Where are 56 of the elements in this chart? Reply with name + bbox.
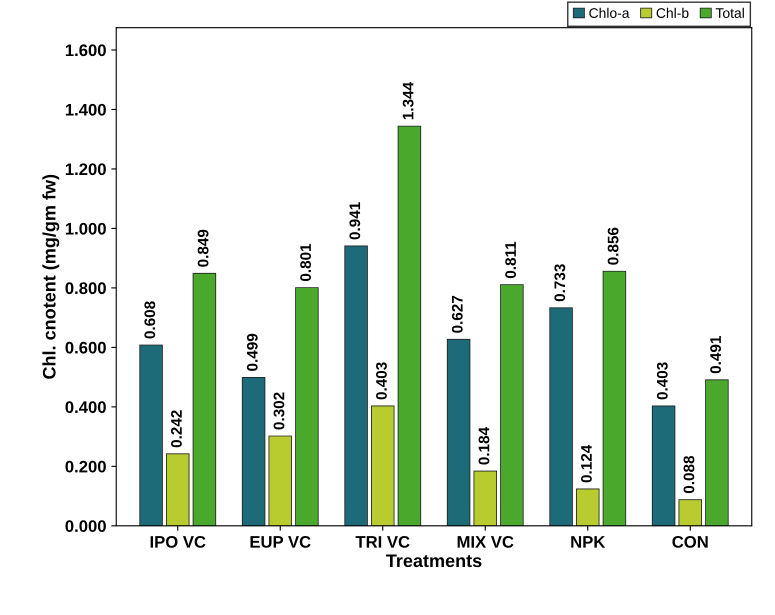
data-label: 0.627 [452,296,463,333]
bar [398,126,422,526]
x-tick-label: IPO VC [150,536,206,548]
data-label: 0.491 [710,336,721,374]
bar [500,284,524,526]
bar [295,287,319,526]
bar [705,379,729,526]
bar [139,344,163,526]
bar [166,453,190,526]
bar [652,406,676,526]
data-label: 0.941 [349,202,360,240]
x-tick-label: CON [672,536,708,548]
y-tick-label: 1.200 [66,163,106,176]
data-label: 0.499 [246,334,258,371]
y-tick-label: 0.200 [65,460,106,473]
y-tick-label: 0.600 [65,342,106,354]
data-label: 0.242 [171,410,182,448]
bar [344,246,368,526]
bar [474,470,497,526]
bar [371,406,394,526]
y-tick-label: 0.400 [65,401,106,414]
y-tick-label: 1.000 [66,222,106,235]
x-tick-label: EUP VC [250,536,311,548]
x-tick-label: TRI VC [356,536,410,548]
data-label: 0.088 [684,456,694,494]
data-label: 0.608 [144,301,156,338]
y-tick-label: 1.600 [66,44,106,56]
x-tick-label: MIX VC [458,536,514,548]
bar [602,270,626,526]
legend-label: Total [716,8,744,18]
legend-label: Chlo-a [589,8,630,18]
x-axis-title: Treatments [386,554,482,568]
data-label: 0.403 [376,362,387,400]
y-tick-label: 0.800 [65,282,106,294]
bar [678,499,702,526]
bar [549,307,573,526]
x-tick-label: NPK [571,536,606,548]
data-label: 0.184 [478,427,490,465]
data-label: 0.124 [581,444,592,482]
bar [242,377,266,526]
y-tick-label: 0.000 [65,520,106,532]
data-label: 0.811 [505,242,516,278]
data-label: 0.302 [274,392,284,430]
data-label: 0.733 [554,264,566,302]
y-axis-title: Chl. cnotent (mg/gm fw) [42,174,60,379]
y-tick-label: 1.400 [66,104,106,116]
legend-label: Chl-b [656,8,689,18]
bar [576,488,600,526]
data-label: 0.801 [300,244,311,282]
data-label: 0.856 [608,228,618,265]
bar [268,436,292,526]
data-label: 1.344 [402,82,414,120]
data-label: 0.403 [656,362,668,400]
bar [192,272,216,526]
data-label: 0.849 [198,230,208,267]
bar [446,338,470,526]
